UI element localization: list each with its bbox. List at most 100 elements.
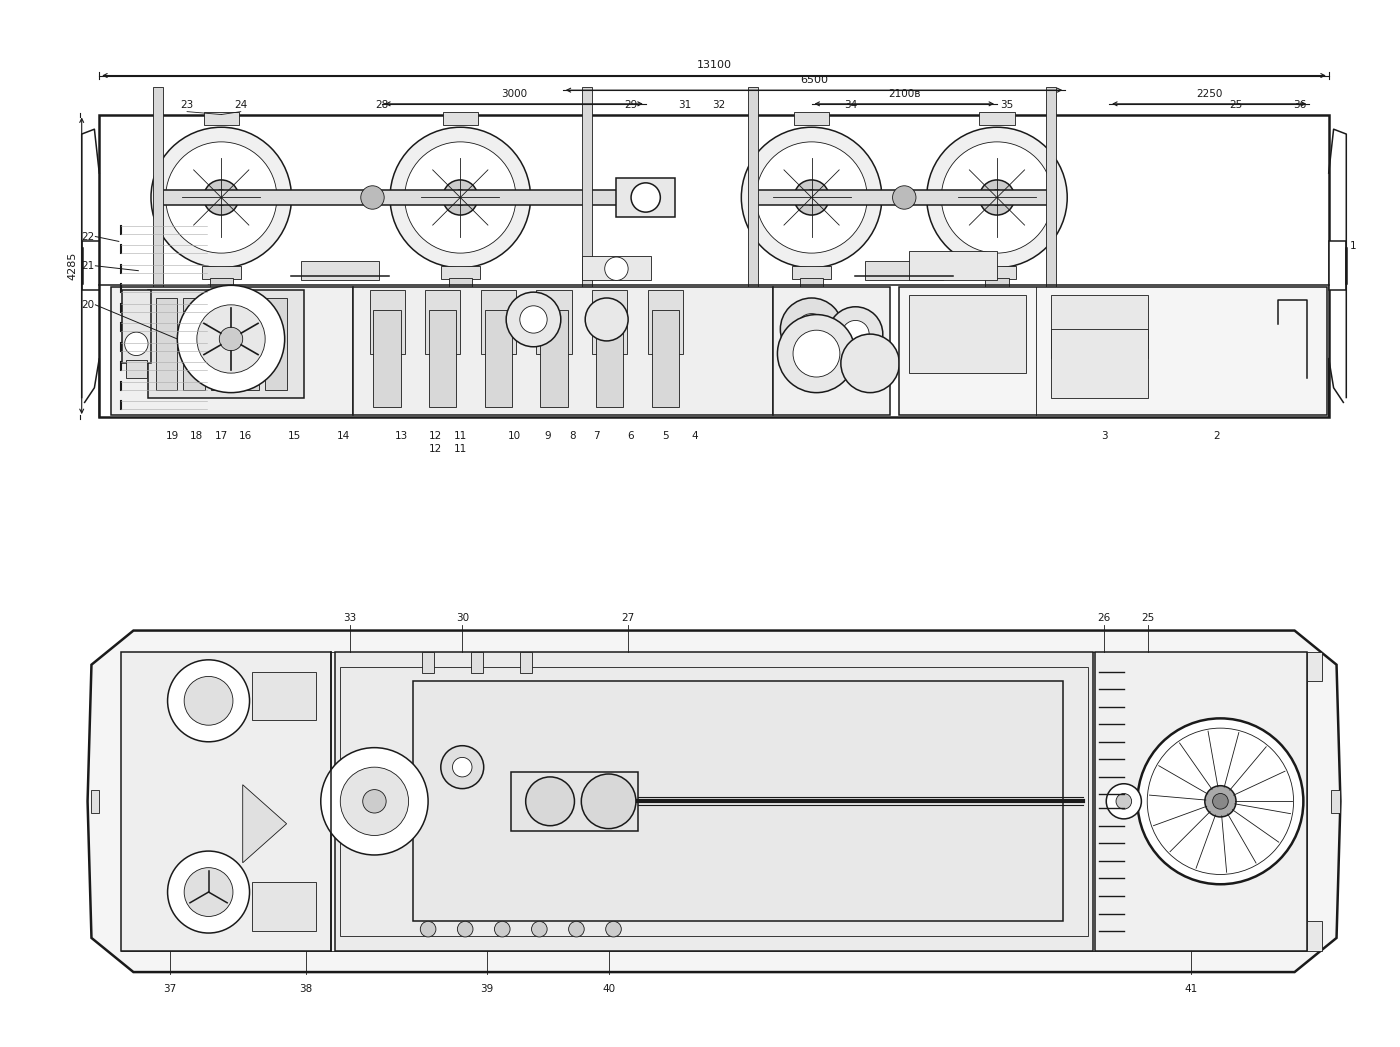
Bar [183,298,204,389]
Circle shape [532,921,547,937]
Circle shape [756,142,867,253]
Circle shape [980,180,1015,215]
Circle shape [742,128,882,268]
Bar [428,310,456,407]
Circle shape [452,190,468,205]
Circle shape [340,767,409,836]
Bar [1308,652,1322,682]
Circle shape [585,298,629,341]
Bar [210,277,232,289]
Circle shape [185,868,232,916]
Circle shape [893,185,916,209]
Circle shape [458,921,473,937]
Bar [202,266,241,280]
Circle shape [220,328,242,351]
Text: 3: 3 [1100,430,1107,441]
Circle shape [442,180,477,215]
Bar [426,290,461,354]
Bar [265,298,287,389]
Bar [794,112,829,126]
Bar [592,290,627,354]
Text: 33: 33 [343,612,357,623]
Text: 15: 15 [288,430,301,441]
Circle shape [829,307,883,361]
Text: 10: 10 [507,430,521,441]
Bar [753,190,1050,205]
Bar [596,310,623,407]
Bar [980,112,1015,126]
Text: 7: 7 [594,430,601,441]
Text: 2100в: 2100в [888,89,921,98]
Bar [91,789,99,814]
Bar [252,671,316,720]
Bar [977,266,1016,280]
Bar [210,298,232,389]
Circle shape [606,921,622,937]
Bar [773,287,889,415]
Text: 37: 37 [162,984,176,994]
Circle shape [581,774,636,828]
Bar [155,298,178,389]
Text: 2250: 2250 [1196,89,1222,98]
Text: 22: 22 [81,231,94,242]
Bar [374,310,400,407]
Text: 24: 24 [234,99,248,110]
Text: 29: 29 [624,99,637,110]
Bar [238,298,259,389]
Text: 35: 35 [1000,99,1014,110]
Bar [480,290,517,354]
Text: 13: 13 [395,430,409,441]
Circle shape [1106,784,1141,819]
Bar [370,290,405,354]
Text: 40: 40 [602,984,615,994]
Circle shape [363,789,386,814]
Bar [616,178,675,217]
Text: 1: 1 [1350,241,1357,251]
Text: 6500: 6500 [799,75,827,85]
Circle shape [1116,794,1131,809]
Circle shape [794,180,829,215]
Text: 32: 32 [713,99,725,110]
Bar [1050,295,1148,358]
Circle shape [841,320,869,348]
Bar [899,287,1327,415]
Circle shape [631,183,661,213]
Circle shape [125,332,148,356]
Text: 11: 11 [454,444,468,454]
Text: 41: 41 [1184,984,1198,994]
Text: 6: 6 [627,430,634,441]
Text: 8: 8 [570,430,575,441]
Bar [540,310,567,407]
Circle shape [185,676,232,726]
Circle shape [494,921,510,937]
Bar [441,266,480,280]
Circle shape [168,660,249,741]
Bar [122,290,151,363]
Circle shape [441,745,484,788]
Bar [519,652,532,673]
Text: 28: 28 [375,99,389,110]
Circle shape [927,128,1067,268]
Circle shape [168,851,249,933]
Bar [158,190,655,205]
Bar [442,112,477,126]
Bar [340,667,1088,936]
Circle shape [1205,785,1236,817]
Circle shape [792,330,840,377]
Circle shape [797,314,827,344]
Bar [353,287,773,415]
Circle shape [525,777,574,826]
Bar [582,87,592,292]
Circle shape [178,285,284,393]
Circle shape [804,190,819,205]
Bar [120,652,330,951]
Text: 12: 12 [430,430,442,441]
Bar [153,87,162,292]
Circle shape [1212,794,1228,809]
Text: 13100: 13100 [697,60,732,70]
Text: 38: 38 [300,984,312,994]
Circle shape [420,921,435,937]
Text: 31: 31 [678,99,692,110]
Bar [792,266,832,280]
Text: 4: 4 [692,430,697,441]
